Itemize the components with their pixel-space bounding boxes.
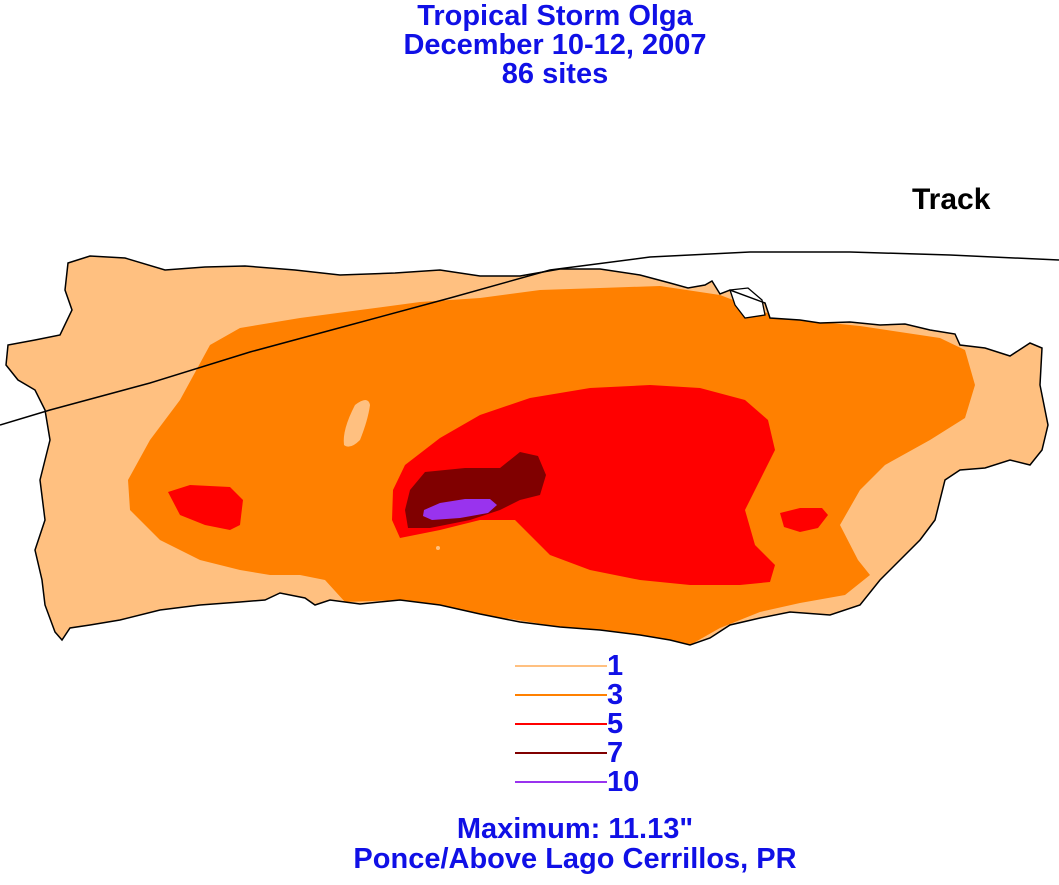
legend-label: 10 [607, 766, 640, 798]
contour-1-inch-speck [436, 546, 440, 550]
legend-item: 1 [515, 652, 655, 681]
island-water-features [729, 287, 766, 319]
legend-swatch [515, 752, 607, 754]
legend-item: 7 [515, 739, 655, 768]
legend-item: 3 [515, 681, 655, 710]
map-title: Tropical Storm Olga December 10-12, 2007… [0, 2, 1059, 89]
legend-label: 1 [607, 650, 624, 682]
contour-5-inch-east [780, 508, 828, 532]
contour-5-inch [392, 385, 775, 585]
legend-label: 5 [607, 708, 624, 740]
island-outline [5, 255, 1049, 646]
max-rainfall-location: Ponce/Above Lago Cerrillos, PR [353, 843, 797, 875]
title-date-range: December 10-12, 2007 [403, 29, 707, 61]
legend-label: 7 [607, 737, 624, 769]
title-site-count: 86 sites [501, 58, 609, 90]
contour-1-inch-hole [343, 400, 370, 447]
legend-item: 5 [515, 710, 655, 739]
max-rainfall-caption: Maximum: 11.13" Ponce/Above Lago Cerrill… [0, 814, 1059, 874]
max-rainfall-value: Maximum: 11.13" [456, 813, 694, 845]
contour-5-inch-west [168, 485, 243, 530]
legend-item: 10 [515, 768, 655, 797]
rainfall-contours [128, 286, 975, 645]
legend-swatch [515, 723, 607, 725]
title-storm-name: Tropical Storm Olga [417, 0, 693, 32]
legend-swatch [515, 665, 607, 667]
storm-track-line [0, 251, 1059, 426]
track-label: Track [912, 183, 991, 216]
legend-swatch [515, 781, 607, 783]
legend-label: 3 [607, 679, 624, 711]
legend-swatch [515, 694, 607, 696]
rainfall-legend: 1 3 5 7 10 [515, 652, 655, 797]
contour-10-inch [423, 499, 497, 520]
